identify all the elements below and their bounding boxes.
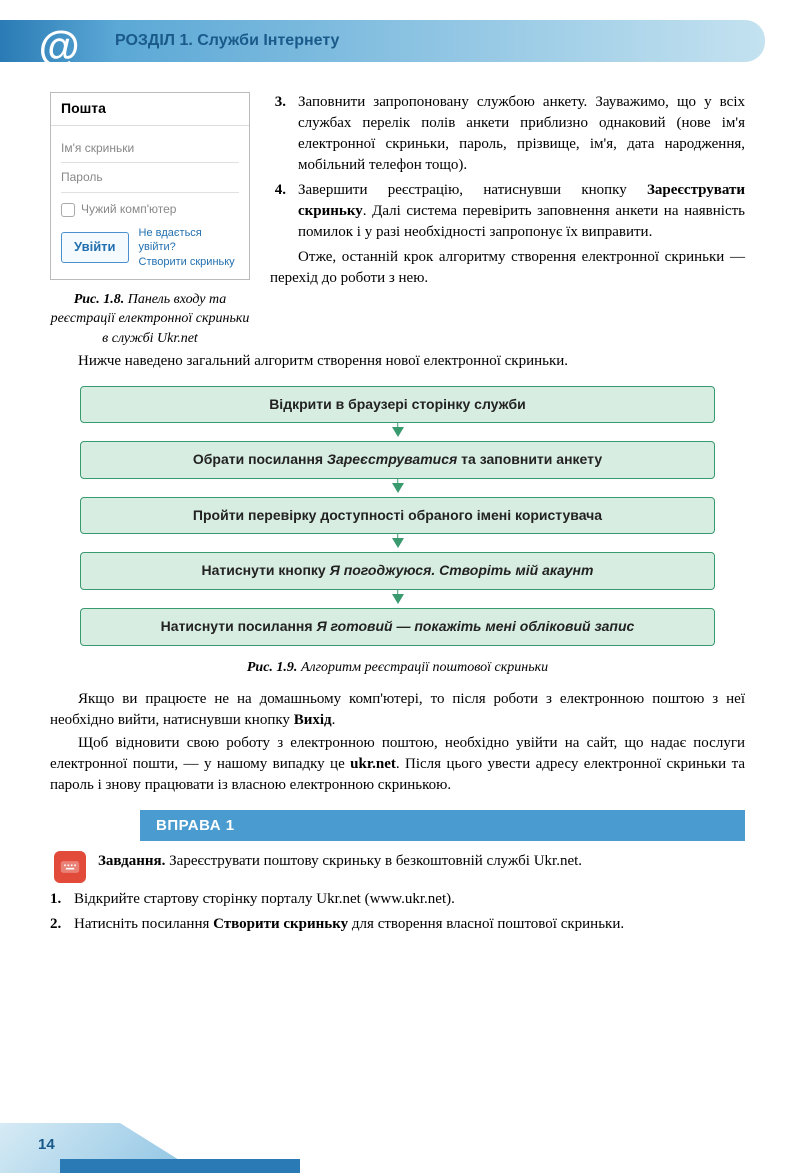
flow-step-2: Обрати посилання Зареєструватися та запо… — [80, 441, 715, 479]
flow-arrow-icon — [80, 534, 715, 552]
figure-1-9-caption: Рис. 1.9. Алгоритм реєстрації поштової с… — [50, 658, 745, 678]
flowchart: Відкрити в браузері сторінку служби Обра… — [80, 386, 715, 646]
flow-step-1: Відкрити в браузері сторінку служби — [80, 386, 715, 424]
flow-step-5: Натиснути посилання Я готовий — покажіть… — [80, 608, 715, 646]
username-field[interactable]: Iм'я скриньки — [61, 134, 239, 164]
flow-step-3: Пройти перевірку доступності обраного ім… — [80, 497, 715, 535]
create-link[interactable]: Створити скриньку — [139, 255, 239, 269]
exercise-step-num-1: 1. — [50, 889, 74, 910]
section-title: РОЗДІЛ 1. Служби Інтернету — [115, 30, 339, 52]
list-number-3: 3. — [270, 92, 298, 176]
exercise-step-1: Відкрийте стартову сторінку порталу Ukr.… — [74, 889, 455, 910]
task-text: Завдання. Зареєструвати поштову скриньку… — [98, 851, 582, 883]
exercise-title: ВПРАВА 1 — [140, 810, 745, 841]
foreign-computer-checkbox[interactable]: Чужий комп'ютер — [61, 193, 239, 226]
page-number: 14 — [38, 1134, 55, 1155]
login-panel-title: Пошта — [51, 93, 249, 126]
paragraph-4: Щоб відновити свою роботу з електронною … — [50, 733, 745, 796]
keyboard-icon — [54, 851, 86, 883]
flow-arrow-icon — [80, 590, 715, 608]
flow-arrow-icon — [80, 423, 715, 441]
exercise-step-num-2: 2. — [50, 914, 74, 935]
password-field[interactable]: Пароль — [61, 163, 239, 193]
list-text-3: Заповнити запропоновану службою анкету. … — [298, 92, 745, 176]
forgot-link[interactable]: Не вдається увійти? — [139, 226, 239, 255]
footer-bar — [60, 1159, 300, 1173]
list-number-4: 4. — [270, 180, 298, 243]
login-panel: Пошта Iм'я скриньки Пароль Чужий комп'ют… — [50, 92, 250, 280]
list-text-4: Завершити реєстрацію, натиснувши кнопку … — [298, 180, 745, 243]
checkbox-label: Чужий комп'ютер — [81, 201, 176, 218]
flow-arrow-icon — [80, 479, 715, 497]
exercise-step-2: Натисніть посилання Створити скриньку дл… — [74, 914, 624, 935]
paragraph-1: Отже, останній крок алгоритму створення … — [270, 247, 745, 289]
figure-1-8-caption: Рис. 1.8. Панель входу та реєстрації еле… — [50, 290, 250, 349]
login-button[interactable]: Увійти — [61, 232, 129, 262]
paragraph-3: Якщо ви працюєте не на домашньому комп'ю… — [50, 689, 745, 731]
section-header: @ РОЗДІЛ 1. Служби Інтернету — [0, 20, 765, 62]
flow-step-4: Натиснути кнопку Я погоджуюся. Створіть … — [80, 552, 715, 590]
at-icon: @ — [38, 18, 86, 66]
checkbox-icon — [61, 203, 75, 217]
paragraph-2: Нижче наведено загальний алгоритм створе… — [50, 351, 745, 372]
